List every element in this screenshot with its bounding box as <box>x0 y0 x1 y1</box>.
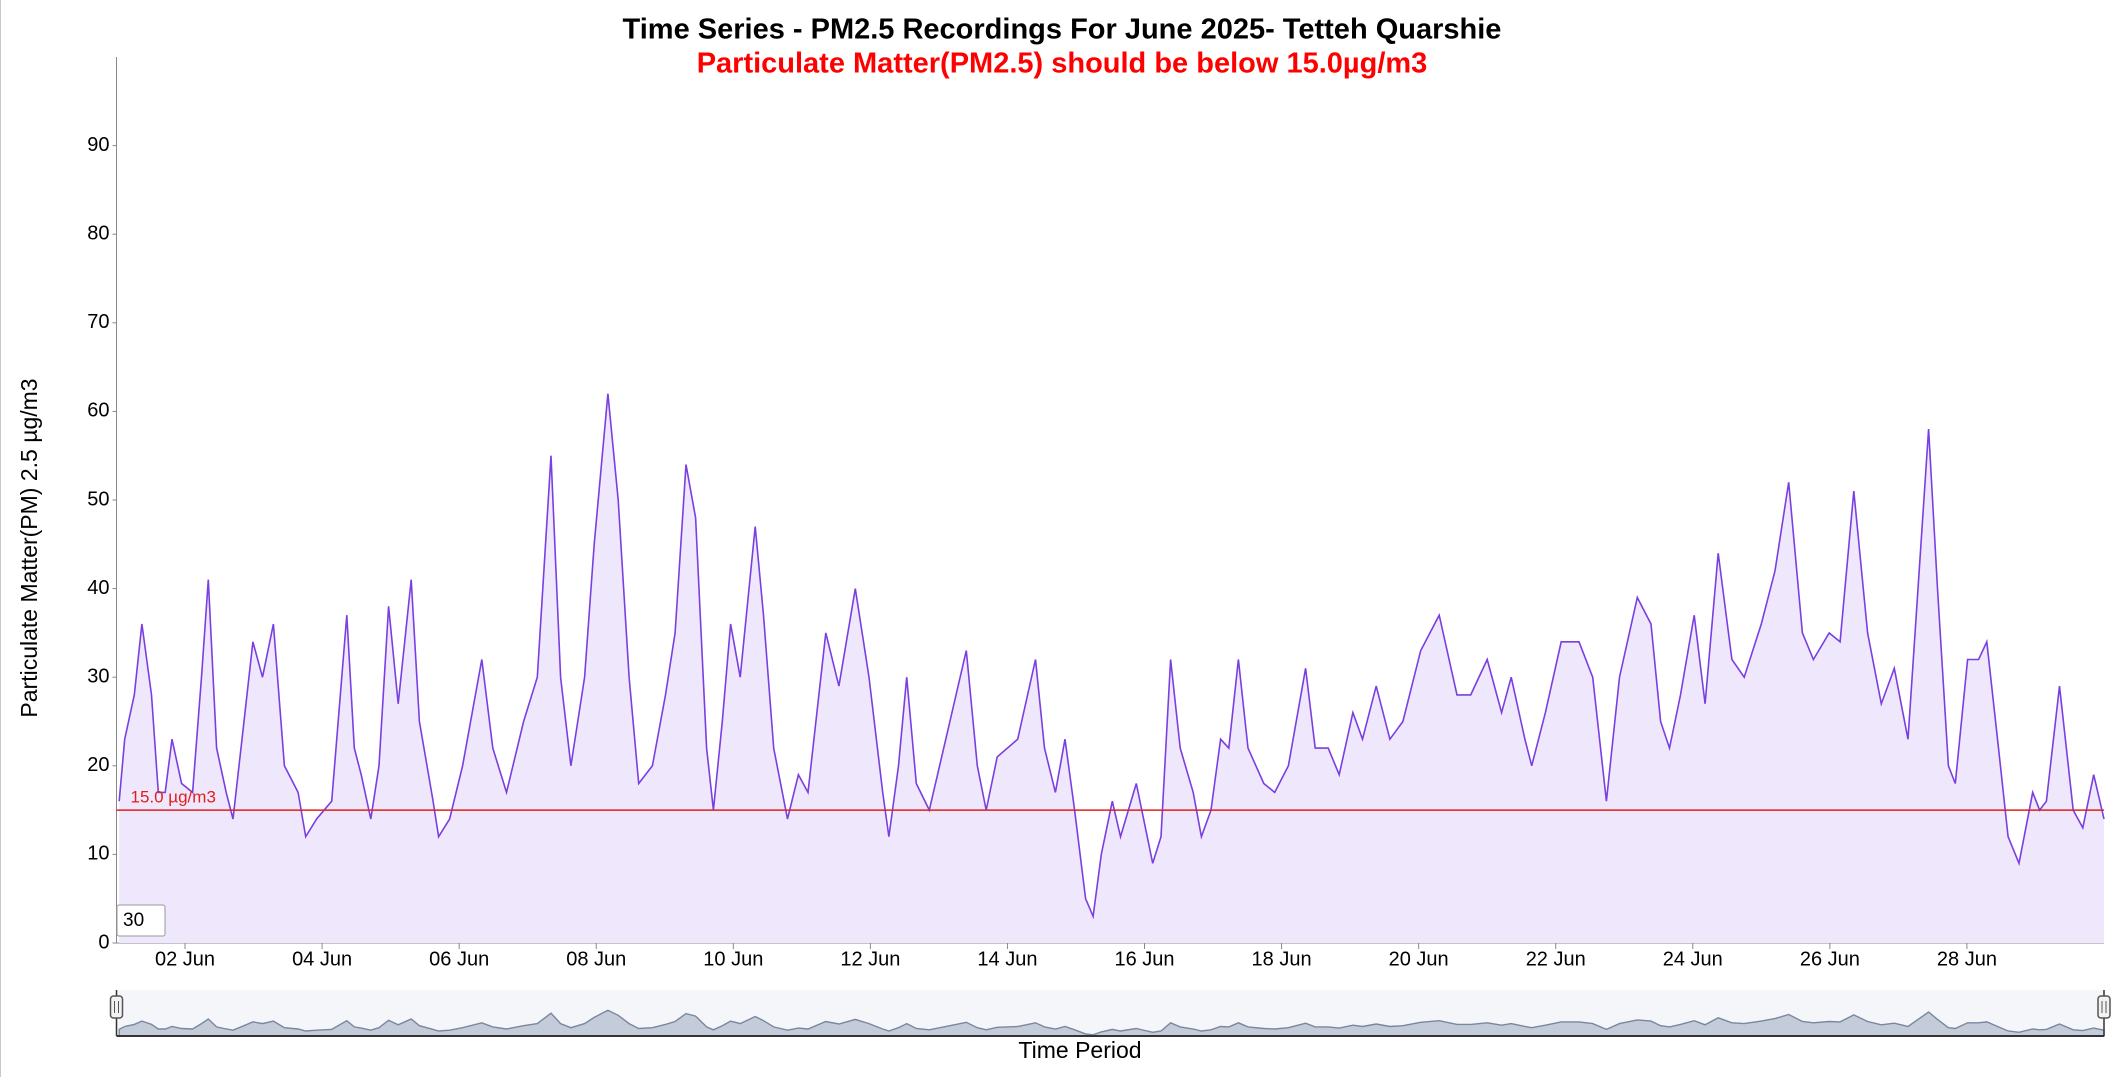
navigator-handle-left[interactable] <box>109 995 124 1019</box>
area <box>119 393 2105 943</box>
y-tick-label: 0 <box>98 931 109 953</box>
zoom-input <box>116 904 166 937</box>
y-tick-label: 90 <box>87 134 109 156</box>
chart-subtitle: Particulate Matter(PM2.5) should be belo… <box>697 48 1428 80</box>
y-tick-label: 70 <box>87 311 109 333</box>
x-tick-label: 10 Jun <box>703 948 763 970</box>
x-tick-label: 26 Jun <box>1800 948 1860 970</box>
y-tick-label: 50 <box>87 488 109 510</box>
x-tick-label: 20 Jun <box>1389 948 1449 970</box>
y-tick-label: 10 <box>87 843 109 865</box>
navigator-area <box>118 1009 2105 1037</box>
zoom-input-text: 30 <box>123 910 144 931</box>
navigator-handle-right[interactable] <box>2097 995 2111 1019</box>
x-tick-label: 24 Jun <box>1663 948 1723 970</box>
x-tick-label: 02 Jun <box>155 948 215 970</box>
y-tick-label: 40 <box>87 577 109 599</box>
y-tick-label: 60 <box>87 400 109 422</box>
threshold-label: 15.0 µg/m3 <box>131 788 216 807</box>
x-tick-label: 16 Jun <box>1114 948 1174 970</box>
x-axis-title: Time Period <box>1018 1037 1141 1063</box>
x-tick-label: 04 Jun <box>292 948 352 970</box>
y-axis-title: Particulate Matter(PM) 2.5 µg/m3 <box>16 378 42 717</box>
x-tick-label: 12 Jun <box>840 948 900 970</box>
y-tick-label: 80 <box>87 222 109 244</box>
x-tick-label: 06 Jun <box>429 948 489 970</box>
x-tick-label: 14 Jun <box>977 948 1037 970</box>
x-tick-label: 08 Jun <box>566 948 626 970</box>
y-tick-label: 30 <box>87 665 109 687</box>
x-tick-label: 22 Jun <box>1526 948 1586 970</box>
line <box>118 393 2105 920</box>
chart-title: Time Series - PM2.5 Recordings For June … <box>623 14 1502 46</box>
x-tick-label: 18 Jun <box>1252 948 1312 970</box>
x-tick-label: 28 Jun <box>1937 948 1997 970</box>
y-tick-label: 20 <box>87 754 109 776</box>
